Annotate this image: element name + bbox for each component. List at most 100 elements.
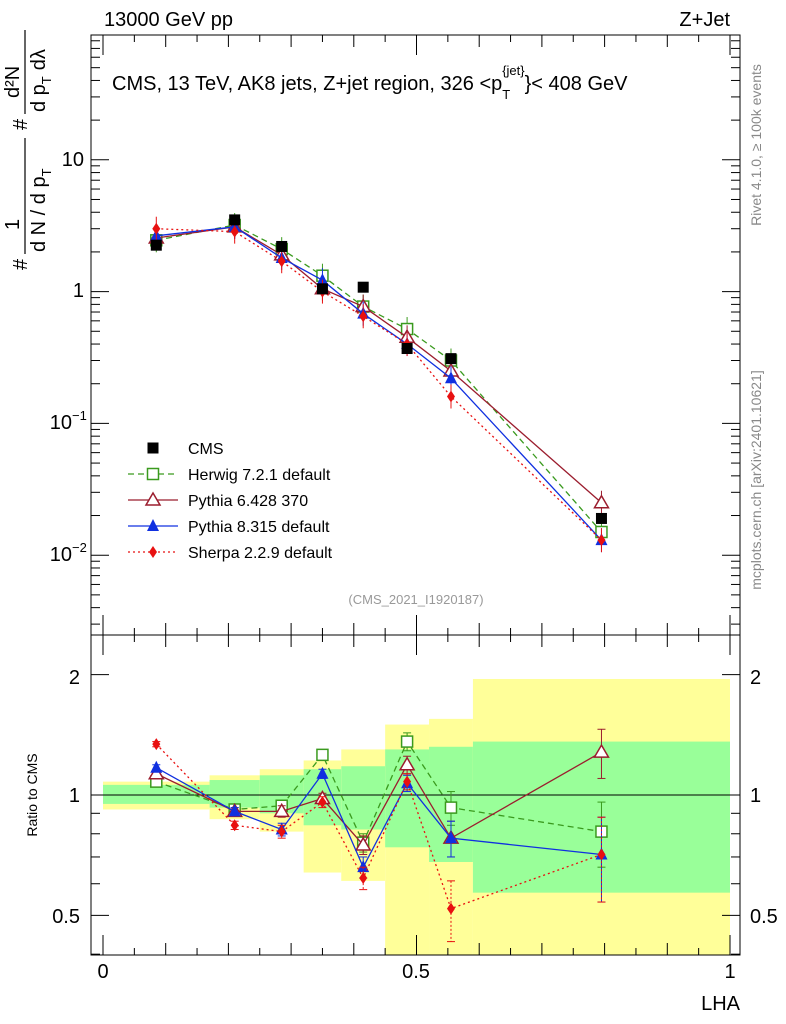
data-point bbox=[230, 225, 239, 238]
data-point bbox=[446, 390, 455, 403]
legend-label: Herwig 7.2.1 default bbox=[188, 467, 331, 484]
header-right: Z+Jet bbox=[679, 9, 730, 31]
svg-text:d²N: d²N bbox=[2, 66, 24, 98]
data-point bbox=[444, 371, 457, 384]
ylabel-d2n: d²N bbox=[2, 66, 24, 98]
ratio-point bbox=[150, 760, 163, 773]
ratio-point bbox=[597, 848, 606, 861]
svg-text:d pTdλ: d pTdλ bbox=[28, 49, 54, 112]
ratio-point bbox=[400, 735, 414, 748]
ytick-label-1: 1 bbox=[73, 280, 84, 302]
ratio-ytick-0p5: 0.5 bbox=[52, 906, 80, 928]
ratio-ytick-right-2: 2 bbox=[750, 667, 761, 689]
ytick-exp-0p01: −2 bbox=[72, 540, 87, 555]
ratio-point bbox=[230, 819, 239, 832]
xtick-0p5: 0.5 bbox=[402, 961, 430, 983]
ytick-exp-0p1: −1 bbox=[72, 408, 87, 423]
legend-item-3: Pythia 8.315 default bbox=[128, 519, 330, 536]
ratio-series-sherpa-2-2-9-default bbox=[152, 738, 606, 943]
ratio-point bbox=[277, 825, 286, 838]
legend-label: CMS bbox=[188, 441, 224, 458]
ratio-point bbox=[444, 831, 457, 844]
data-point bbox=[595, 512, 607, 524]
data-point bbox=[593, 494, 610, 509]
svg-text:#: # bbox=[10, 118, 32, 130]
data-point bbox=[445, 353, 457, 365]
data-point bbox=[229, 214, 241, 226]
data-point bbox=[316, 273, 329, 286]
ratio-ytick-1: 1 bbox=[69, 785, 80, 807]
ylabel-dn: d N / d p bbox=[28, 176, 50, 252]
data-point bbox=[597, 534, 606, 547]
ratio-line bbox=[155, 767, 602, 869]
ratio-line bbox=[155, 743, 602, 910]
ratio-point bbox=[593, 743, 610, 758]
x-axis-label: LHA bbox=[701, 993, 741, 1015]
legend-item-2: Pythia 6.428 370 bbox=[128, 491, 308, 510]
ratio-point bbox=[359, 872, 368, 885]
data-band-green bbox=[341, 766, 386, 830]
ratio-point bbox=[354, 836, 372, 851]
xtick-1: 1 bbox=[724, 961, 735, 983]
main-plot-title: CMS, 13 TeV, AK8 jets, Z+jet region, 326… bbox=[112, 63, 628, 102]
ylabel-T: T bbox=[39, 168, 54, 176]
svg-text:1: 1 bbox=[2, 219, 24, 230]
legend-item-0: CMS bbox=[147, 441, 224, 458]
data-point bbox=[359, 310, 368, 323]
ratio-point bbox=[357, 860, 370, 873]
ratio-point bbox=[398, 756, 416, 771]
rivet-watermark: Rivet 4.1.0, ≥ 100k events bbox=[748, 64, 764, 226]
data-point bbox=[152, 222, 161, 235]
title-sup: {jet} bbox=[502, 63, 525, 78]
data-point bbox=[357, 281, 369, 293]
ratio-bands bbox=[103, 678, 730, 955]
ytick-label-0p1: 10 bbox=[50, 412, 72, 434]
ratio-point bbox=[444, 801, 458, 814]
series-line bbox=[156, 224, 602, 533]
main-ytick-labels: 10 1 10 −1 10 −2 bbox=[50, 149, 87, 566]
ylabel-dlambda: dλ bbox=[28, 49, 50, 70]
series-cms bbox=[150, 214, 607, 524]
ratio-point bbox=[318, 796, 327, 809]
ylabel-prefix: # bbox=[10, 258, 32, 270]
ratio-line bbox=[156, 740, 602, 845]
ratio-point bbox=[446, 902, 455, 915]
svg-text:#: # bbox=[10, 258, 32, 270]
header-left: 13000 GeV pp bbox=[104, 9, 233, 31]
legend-item-4: Sherpa 2.2.9 default bbox=[128, 545, 333, 562]
title-sub: T bbox=[502, 87, 510, 102]
ratio-point bbox=[152, 738, 161, 751]
ylabel-one: 1 bbox=[2, 219, 24, 230]
ratio-ylabel: Ratio to CMS bbox=[24, 753, 40, 836]
legend-label: Pythia 8.315 default bbox=[188, 519, 330, 536]
ylabel-hash2: # bbox=[10, 118, 32, 130]
legend-marker bbox=[147, 519, 159, 531]
data-point bbox=[401, 343, 413, 355]
ylabel-dpt: d p bbox=[28, 84, 50, 112]
legend-marker bbox=[146, 467, 160, 481]
ratio-point bbox=[228, 804, 241, 817]
series-line bbox=[156, 226, 602, 504]
ratio-plot: 2 1 0.5 2 1 0.5 0 0.5 1 LHA Ratio to CMS bbox=[24, 634, 778, 1015]
svg-text:d N / d pT: d N / d pT bbox=[28, 168, 54, 252]
legend-marker bbox=[144, 491, 162, 506]
main-plot-series bbox=[147, 213, 610, 553]
ytick-label-0p01: 10 bbox=[50, 544, 72, 566]
ratio-point bbox=[316, 748, 329, 762]
xtick-0: 0 bbox=[97, 961, 108, 983]
main-plot: CMS, 13 TeV, AK8 jets, Z+jet region, 326… bbox=[2, 30, 741, 636]
ratio-point bbox=[147, 765, 165, 780]
legend-label: Pythia 6.428 370 bbox=[188, 493, 308, 510]
data-point bbox=[277, 255, 286, 268]
analysis-id: (CMS_2021_I1920187) bbox=[348, 592, 483, 607]
data-band-green bbox=[103, 784, 210, 804]
ratio-point bbox=[316, 766, 329, 779]
main-ylabel: # 1 d N / d pT # d²N d pTdλ bbox=[2, 30, 54, 270]
legend-marker bbox=[149, 546, 157, 558]
mcplots-watermark: mcplots.cern.ch [arXiv:2401.10621] bbox=[748, 370, 764, 589]
series-line bbox=[156, 228, 602, 541]
legend-label: Sherpa 2.2.9 default bbox=[188, 545, 333, 562]
ratio-ytick-2: 2 bbox=[69, 667, 80, 689]
legend-marker bbox=[147, 442, 159, 454]
